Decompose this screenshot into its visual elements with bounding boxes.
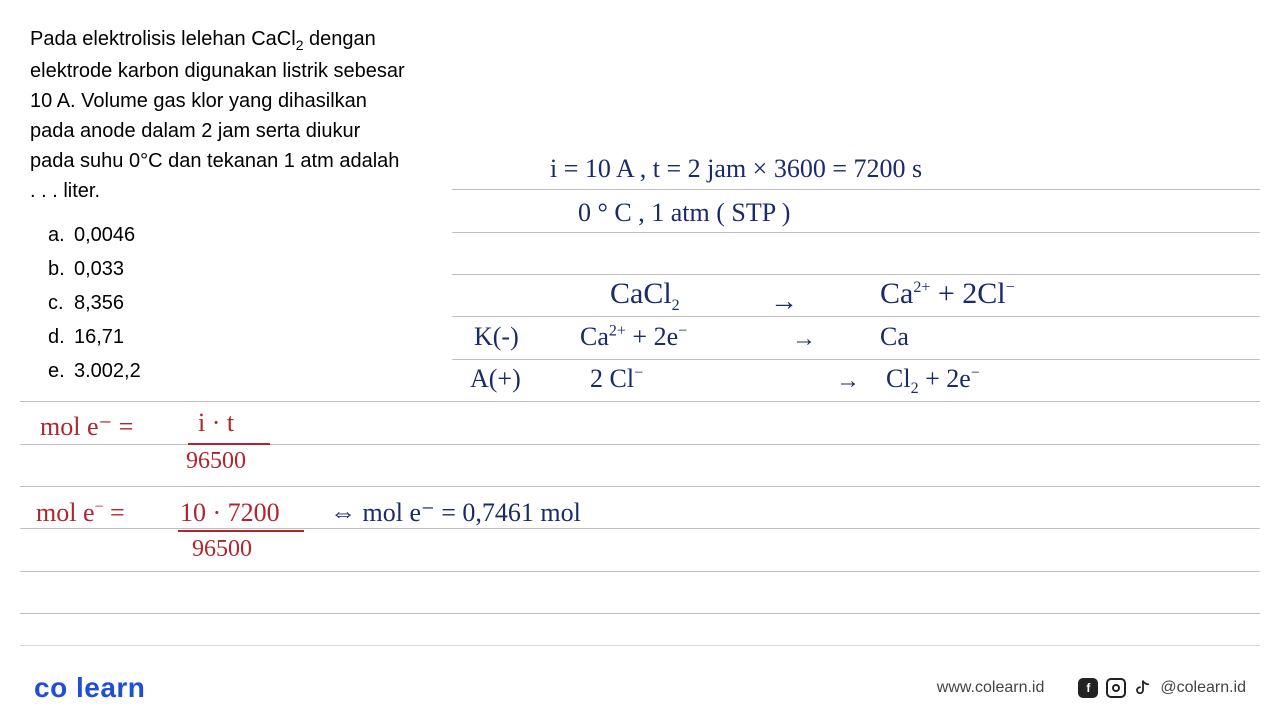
hw-mole2-num: 10 · 7200: [180, 498, 280, 528]
q-line2: elektrode karbon digunakan listrik: [30, 60, 328, 82]
hw-anode-right: Cl2 + 2e−: [886, 364, 980, 398]
hw-given-1: i = 10 A , t = 2 jam × 3600 = 7200 s: [550, 154, 922, 184]
facebook-icon: f: [1078, 678, 1098, 698]
brand-logo: co learn: [34, 672, 145, 704]
hw-anode-left: 2 Cl−: [590, 364, 643, 394]
footer-right: www.colearn.id f @colearn.id: [937, 678, 1246, 698]
hw-anode-label: A(+): [470, 364, 521, 394]
hw-frac-rule-1: [188, 443, 270, 445]
hw-frac-rule-2: [178, 530, 304, 532]
q-line1b: dengan: [304, 28, 376, 50]
option-d: d.16,71: [48, 322, 410, 352]
option-c: c.8,356: [48, 288, 410, 318]
hw-mole2-label: mol e− =: [36, 498, 125, 528]
hw-eq1-right: Ca2+ + 2Cl−: [880, 277, 1015, 311]
hw-mole-formula-num: i · t: [198, 408, 234, 438]
footer-url: www.colearn.id: [937, 679, 1045, 697]
hw-arrow-3: →: [836, 368, 860, 395]
hw-mole-formula-label: mol e⁻ =: [40, 412, 133, 442]
hw-arrow-1: →: [770, 286, 798, 318]
hw-given-2: 0 ° C , 1 atm ( STP ): [578, 198, 790, 228]
hw-mole2-result: ⇔ mol e⁻ = 0,7461 mol: [330, 498, 581, 528]
option-b: b.0,033: [48, 254, 410, 284]
footer-handle: @colearn.id: [1160, 679, 1246, 697]
hw-cathode-right: Ca: [880, 322, 909, 352]
option-a: a.0,0046: [48, 220, 410, 250]
q-sub1: 2: [296, 37, 304, 53]
hw-mole2-den: 96500: [192, 536, 252, 563]
hw-arrow-2: →: [792, 326, 816, 353]
footer: co learn www.colearn.id f @colearn.id: [0, 656, 1280, 720]
hw-cathode-label: K(-): [474, 322, 519, 352]
tiktok-icon: [1134, 678, 1152, 698]
hw-eq1-left: CaCl2: [610, 277, 680, 315]
hw-cathode-left: Ca2+ + 2e−: [580, 322, 687, 352]
option-e: e.3.002,2: [48, 356, 410, 386]
q-line1: Pada elektrolisis lelehan CaCl: [30, 28, 296, 50]
question-text: Pada elektrolisis lelehan CaCl2 dengan e…: [30, 24, 410, 390]
hw-mole-formula-den: 96500: [186, 448, 246, 475]
instagram-icon: [1106, 678, 1126, 698]
social-icons: f @colearn.id: [1078, 678, 1246, 698]
answer-options: a.0,0046 b.0,033 c.8,356 d.16,71 e.3.002…: [48, 220, 410, 386]
